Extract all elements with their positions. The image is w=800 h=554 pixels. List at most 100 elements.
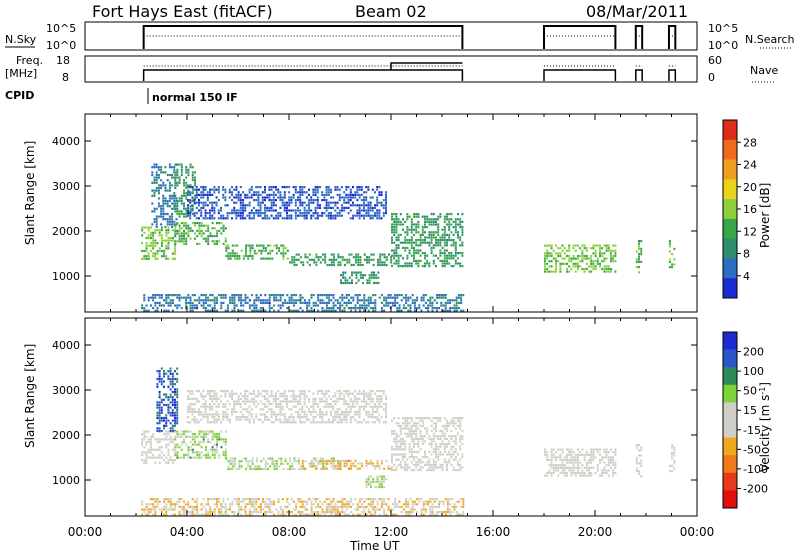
- data-cell: [160, 226, 163, 229]
- data-cell: [332, 206, 335, 209]
- data-cell: [174, 186, 177, 190]
- data-cell: [435, 244, 437, 247]
- data-cell: [207, 500, 210, 503]
- data-cell: [455, 299, 458, 302]
- data-cell: [286, 403, 288, 406]
- data-cell: [566, 267, 568, 271]
- data-cell: [270, 209, 273, 212]
- data-cell: [261, 395, 264, 398]
- data-cell: [204, 294, 207, 297]
- data-cell: [294, 397, 297, 400]
- data-cell: [248, 191, 251, 194]
- data-cell: [452, 450, 455, 453]
- data-cell: [332, 400, 335, 403]
- data-cell: [437, 233, 440, 236]
- data-cell: [204, 217, 207, 220]
- data-cell: [143, 299, 146, 302]
- data-cell: [359, 261, 362, 264]
- data-cell: [610, 270, 612, 273]
- data-cell: [191, 390, 194, 393]
- data-cell: [459, 424, 462, 427]
- data-cell: [561, 471, 564, 475]
- data-cell: [365, 485, 368, 489]
- data-cell: [342, 281, 345, 285]
- data-cell: [393, 469, 396, 472]
- data-cell: [178, 304, 181, 307]
- data-cell: [185, 307, 188, 310]
- data-cell: [365, 478, 368, 481]
- data-cell: [222, 500, 225, 503]
- data-cell: [145, 443, 148, 446]
- data-cell: [596, 451, 599, 454]
- data-cell: [147, 430, 150, 433]
- data-cell: [367, 416, 370, 419]
- data-cell: [314, 193, 317, 196]
- data-cell: [614, 451, 617, 454]
- data-cell: [215, 410, 218, 413]
- data-cell: [305, 212, 308, 215]
- data-cell: [577, 254, 579, 258]
- data-cell: [443, 445, 446, 448]
- data-cell: [607, 451, 610, 454]
- data-cell: [218, 294, 221, 297]
- data-cell: [189, 212, 192, 215]
- data-cell: [151, 194, 154, 197]
- data-cell: [417, 249, 420, 252]
- data-cell: [163, 459, 166, 462]
- data-cell: [332, 408, 335, 411]
- data-cell: [141, 513, 144, 516]
- data-cell: [204, 508, 207, 511]
- y-tick-label: 2000: [52, 225, 80, 238]
- data-cell: [343, 400, 346, 403]
- data-cell: [156, 403, 159, 407]
- data-cell: [152, 453, 155, 457]
- data-cell: [268, 304, 271, 307]
- data-cell: [614, 244, 617, 247]
- data-cell: [301, 188, 304, 191]
- data-cell: [369, 480, 372, 483]
- data-cell: [338, 214, 341, 217]
- data-cell: [635, 467, 638, 470]
- data-cell: [390, 261, 393, 264]
- data-cell: [377, 271, 380, 274]
- data-cell: [349, 217, 352, 220]
- data-cell: [280, 457, 283, 460]
- data-cell: [346, 261, 349, 264]
- data-cell: [391, 448, 393, 451]
- data-cell: [416, 299, 419, 302]
- data-cell: [635, 258, 638, 261]
- data-cell: [454, 241, 457, 244]
- data-cell: [397, 244, 400, 247]
- data-cell: [359, 256, 362, 259]
- data-cell: [288, 503, 291, 506]
- data-cell: [459, 220, 462, 223]
- data-cell: [638, 255, 640, 258]
- data-cell: [546, 453, 549, 456]
- data-cell: [168, 163, 171, 166]
- data-cell: [194, 176, 196, 179]
- data-cell: [187, 224, 190, 227]
- data-cell: [312, 400, 315, 403]
- data-cell: [417, 262, 420, 265]
- nsky-tick-bottom: 10^0: [46, 39, 76, 52]
- data-cell: [169, 503, 172, 506]
- data-cell: [280, 244, 283, 247]
- data-cell: [301, 405, 304, 408]
- data-cell: [585, 262, 588, 265]
- data-cell: [286, 397, 288, 400]
- data-cell: [220, 232, 223, 235]
- data-cell: [294, 400, 297, 403]
- data-cell: [244, 403, 247, 406]
- data-cell: [281, 395, 284, 398]
- data-cell: [257, 186, 260, 189]
- data-cell: [378, 421, 381, 424]
- data-cell: [286, 214, 288, 217]
- data-cell: [443, 252, 446, 255]
- data-cell: [341, 500, 344, 503]
- data-cell: [178, 237, 181, 240]
- data-cell: [338, 413, 341, 416]
- data-cell: [588, 466, 590, 469]
- data-cell: [406, 257, 409, 260]
- data-cell: [566, 453, 568, 456]
- data-cell: [673, 247, 676, 250]
